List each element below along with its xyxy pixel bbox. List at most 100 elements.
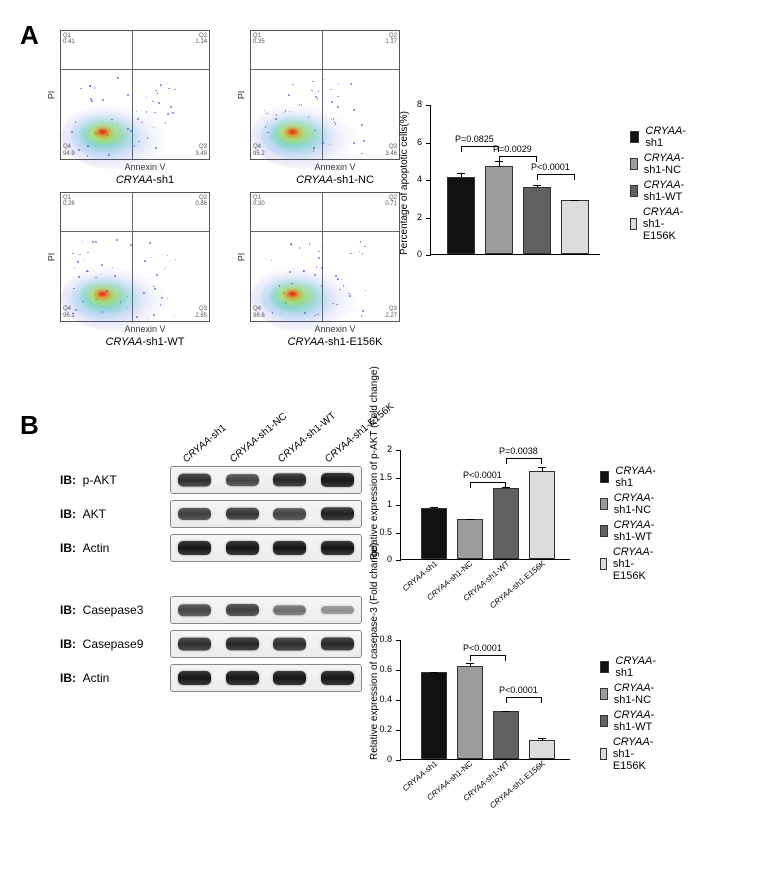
- panel-a: A Q10.41Q21.14Q33.49Q494.9PIAnnexin VCRY…: [20, 20, 757, 400]
- legend-swatch: [600, 715, 608, 727]
- blot-image: [170, 500, 362, 528]
- panel-b-barcharts: 00.511.52Relative expression of p-AKT (F…: [400, 450, 570, 760]
- bar: [561, 200, 589, 254]
- bar: [529, 471, 555, 559]
- bar: [447, 177, 475, 254]
- legend-item: CRYAA-sh1: [600, 465, 659, 489]
- flow-caption: CRYAA-sh1: [60, 174, 230, 186]
- legend-label: CRYAA-sh1: [615, 655, 658, 679]
- legend-item: CRYAA-sh1-WT: [630, 179, 689, 203]
- p-value-label: P<0.0001: [499, 685, 538, 695]
- band: [321, 473, 354, 487]
- ib-label: IB: Casepase3: [60, 603, 170, 617]
- legend-item: CRYAA-sh1-E156K: [630, 206, 689, 242]
- band: [178, 508, 211, 520]
- caspase3-barchart: 00.20.40.60.8Relative expression of case…: [400, 640, 570, 760]
- legend-item: CRYAA-sh1-WT: [600, 519, 659, 543]
- apoptosis-legend: CRYAA-sh1 CRYAA-sh1-NC CRYAA-sh1-WT CRYAA-s…: [630, 125, 689, 245]
- legend-item: CRYAA-sh1-NC: [600, 492, 659, 516]
- p-value-label: P<0.0001: [463, 643, 502, 653]
- bar: [485, 166, 513, 254]
- legend-swatch: [600, 525, 608, 537]
- legend-item: CRYAA-sh1: [630, 125, 689, 149]
- axis-y-label: PI: [46, 253, 56, 262]
- apoptosis-barchart: 02468Percentage of apoptotic cells(%)P=0…: [430, 105, 600, 255]
- legend-label: CRYAA-sh1-WT: [614, 709, 659, 733]
- blot-image: [170, 534, 362, 562]
- legend-label: CRYAA-sh1-WT: [644, 179, 689, 203]
- p-bracket: [470, 482, 506, 483]
- bar: [421, 508, 447, 559]
- band: [178, 671, 211, 685]
- band: [321, 507, 354, 520]
- band: [178, 604, 211, 616]
- bar: [493, 711, 519, 759]
- flow-cell: Q10.26Q20.86Q32.85Q496.1PIAnnexin VCRYAA…: [60, 192, 230, 348]
- legend-item: CRYAA-sh1-E156K: [600, 546, 659, 582]
- ib-label: IB: p-AKT: [60, 473, 170, 487]
- legend-label: CRYAA-sh1-E156K: [643, 206, 689, 242]
- flow-cytometry-plot: Q10.35Q21.17Q33.46Q495.2PI: [250, 30, 400, 160]
- legend-label: CRYAA-sh1-NC: [614, 682, 659, 706]
- legend-swatch: [630, 131, 639, 143]
- ib-label: IB: Actin: [60, 671, 170, 685]
- ib-label: IB: Actin: [60, 541, 170, 555]
- bar: [457, 519, 483, 559]
- band: [273, 605, 306, 615]
- panel-a-label: A: [20, 20, 39, 51]
- axis-y-label: PI: [236, 91, 246, 100]
- y-axis-label: Relative expression of casepase-3 (Fold …: [369, 543, 380, 760]
- legend-item: CRYAA-sh1-E156K: [600, 736, 659, 772]
- legend-label: CRYAA-sh1: [645, 125, 688, 149]
- band: [178, 474, 211, 487]
- flow-cytometry-plot: Q10.26Q20.86Q32.85Q496.1PI: [60, 192, 210, 322]
- legend-label: CRYAA-sh1-E156K: [613, 736, 659, 772]
- ib-label: IB: AKT: [60, 507, 170, 521]
- band: [273, 638, 306, 651]
- legend-swatch: [600, 748, 607, 760]
- legend-label: CRYAA-sh1-WT: [614, 519, 659, 543]
- legend-swatch: [600, 688, 608, 700]
- flow-cell: Q10.41Q21.14Q33.49Q494.9PIAnnexin VCRYAA…: [60, 30, 230, 186]
- band: [226, 604, 259, 616]
- pakt-barchart: 00.511.52Relative expression of p-AKT (F…: [400, 450, 570, 560]
- legend-swatch: [630, 218, 637, 230]
- band: [226, 541, 259, 555]
- flow-caption: CRYAA-sh1-E156K: [250, 336, 420, 348]
- bar: [523, 187, 551, 255]
- blot-image: [170, 630, 362, 658]
- p-value-label: P<0.0001: [531, 162, 570, 172]
- p-bracket: [470, 655, 506, 656]
- caspase3-legend: CRYAA-sh1 CRYAA-sh1-NC CRYAA-sh1-WT CRYAA-s…: [600, 655, 659, 775]
- ib-label: IB: Casepase9: [60, 637, 170, 651]
- panel-a-barchart-area: 02468Percentage of apoptotic cells(%)P=0…: [430, 105, 600, 255]
- legend-item: CRYAA-sh1-NC: [630, 152, 689, 176]
- legend-swatch: [600, 661, 609, 673]
- pakt-legend: CRYAA-sh1 CRYAA-sh1-NC CRYAA-sh1-WT CRYAA-s…: [600, 465, 659, 585]
- flow-cytometry-plot: Q10.30Q20.71Q32.27Q496.6PI: [250, 192, 400, 322]
- legend-swatch: [630, 158, 638, 170]
- band: [321, 671, 354, 685]
- legend-label: CRYAA-sh1-NC: [614, 492, 659, 516]
- p-bracket: [506, 458, 542, 459]
- band: [178, 638, 211, 651]
- blot-image: [170, 596, 362, 624]
- p-value-label: P=0.0038: [499, 446, 538, 456]
- bar: [421, 672, 447, 759]
- lane-headers: CRYAA-sh1CRYAA-sh1-NCCRYAA-sh1-WTCRYAA-s…: [178, 410, 368, 465]
- legend-label: CRYAA-sh1: [615, 465, 658, 489]
- bar: [493, 488, 519, 560]
- band: [226, 474, 259, 486]
- p-bracket: [499, 156, 537, 157]
- axis-y-label: PI: [46, 91, 56, 100]
- legend-swatch: [630, 185, 638, 197]
- legend-item: CRYAA-sh1: [600, 655, 659, 679]
- band: [273, 671, 306, 685]
- y-axis-label: Relative expression of p-AKT (Fold chang…: [369, 366, 380, 560]
- p-bracket: [537, 174, 575, 175]
- band: [321, 606, 354, 614]
- band: [178, 541, 211, 555]
- lane-header: CRYAA-sh1-E156K: [323, 401, 396, 465]
- panel-b: B CRYAA-sh1CRYAA-sh1-NCCRYAA-sh1-WTCRYAA…: [20, 410, 757, 850]
- p-value-label: P=0.0825: [455, 134, 494, 144]
